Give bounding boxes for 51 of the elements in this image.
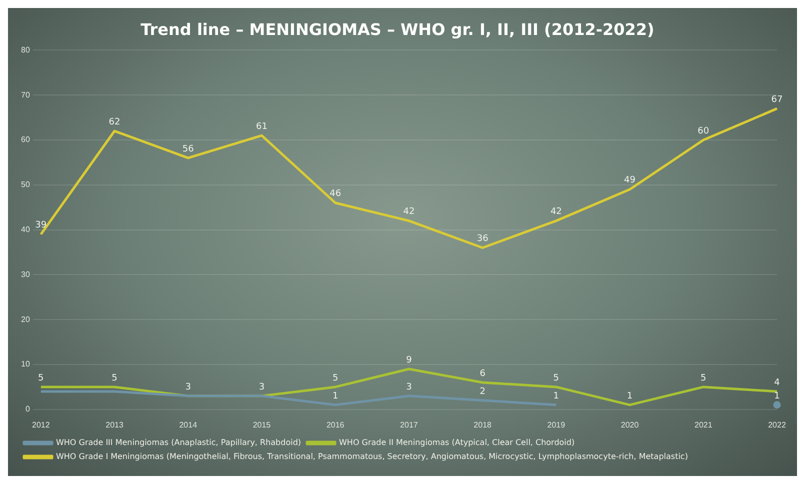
data-label: 1 <box>774 391 780 402</box>
data-label: 1 <box>332 391 338 402</box>
y-tick-label: 0 <box>25 404 30 414</box>
data-label: 5 <box>700 373 706 384</box>
data-label: 5 <box>38 373 44 384</box>
y-tick-label: 30 <box>20 270 30 279</box>
x-tick-label: 2016 <box>326 420 345 430</box>
data-label: 9 <box>406 355 412 366</box>
chart-title: Trend line – MENINGIOMAS – WHO gr. I, II, III (2012-2022) <box>140 20 654 39</box>
y-tick-label: 50 <box>20 180 30 190</box>
y-tick-label: 10 <box>20 360 30 369</box>
y-tick-label: 40 <box>20 225 30 234</box>
data-label: 56 <box>182 144 194 154</box>
data-label: 1 <box>626 391 633 402</box>
data-label: 2 <box>480 386 486 397</box>
x-tick-label: 2020 <box>620 420 640 430</box>
data-label: 46 <box>330 189 342 200</box>
data-label: 3 <box>406 382 412 392</box>
data-label: 3 <box>185 382 191 392</box>
legend-label: WHO Grade III Meningiomas (Anaplastic, Papillary, Rhabdoid) <box>56 438 302 448</box>
y-tick-label: 60 <box>20 135 30 144</box>
data-label: 5 <box>553 373 560 384</box>
data-label: 36 <box>476 234 489 244</box>
x-tick-label: 2013 <box>106 420 124 430</box>
x-tick-label: 2021 <box>694 420 713 430</box>
data-label: 5 <box>112 373 118 384</box>
x-tick-label: 2014 <box>179 420 198 430</box>
data-label: 60 <box>698 126 710 136</box>
data-label: 67 <box>771 94 783 105</box>
legend-label: WHO Grade II Meningiomas (Atypical, Clear Cell, Chordoid) <box>339 438 575 448</box>
data-label: 42 <box>403 207 415 218</box>
data-label: 61 <box>256 122 268 132</box>
data-label: 62 <box>108 117 120 128</box>
data-label: 42 <box>550 207 562 218</box>
data-label: 39 <box>35 220 47 231</box>
data-label: 5 <box>332 373 338 384</box>
x-tick-label: 2017 <box>400 420 418 430</box>
data-label: 1 <box>553 391 560 402</box>
y-tick-label: 20 <box>20 314 30 324</box>
x-tick-label: 2018 <box>474 420 492 430</box>
x-tick-label: 2022 <box>768 420 786 430</box>
data-label: 49 <box>624 176 636 186</box>
x-tick-label: 2015 <box>252 420 272 430</box>
y-tick-label: 70 <box>20 90 30 100</box>
data-label: 6 <box>480 368 486 379</box>
data-label: 4 <box>774 378 780 388</box>
legend-label: WHO Grade I Meningiomas (Meningothelial, Fibrous, Transitional, Psammomatous, Secretory, Angiomatous, Microcystic, Lymphoplasmocyte-rich, Metaplastic) <box>56 452 688 462</box>
y-tick-label: 80 <box>20 45 30 54</box>
data-label: 3 <box>258 382 265 392</box>
x-tick-label: 2019 <box>547 420 566 430</box>
x-tick-label: 2012 <box>32 420 50 430</box>
